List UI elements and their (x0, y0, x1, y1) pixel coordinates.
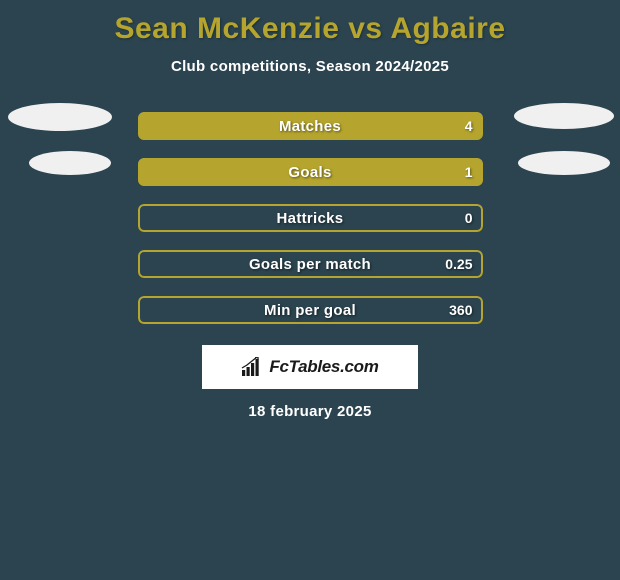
stat-bar: Goals 1 (138, 158, 483, 186)
stat-label: Goals (288, 164, 331, 181)
stat-row: Goals 1 (10, 149, 610, 195)
comparison-subtitle: Club competitions, Season 2024/2025 (0, 58, 620, 75)
fctables-logo-text: FcTables.com (269, 357, 378, 377)
bar-chart-icon (241, 357, 263, 377)
stats-area: Matches 4 Goals 1 Hattricks 0 Goals per match 0… (0, 103, 620, 333)
stat-value-right: 0 (465, 210, 473, 226)
stat-label: Goals per match (249, 256, 371, 273)
stat-bar: Hattricks 0 (138, 204, 483, 232)
stat-value-right: 1 (465, 164, 473, 180)
stat-row: Goals per match 0.25 (10, 241, 610, 287)
stat-bar: Goals per match 0.25 (138, 250, 483, 278)
stat-value-right: 4 (465, 118, 473, 134)
date-label: 18 february 2025 (0, 403, 620, 420)
comparison-title: Sean McKenzie vs Agbaire (0, 0, 620, 46)
stat-row: Matches 4 (10, 103, 610, 149)
stat-bar: Matches 4 (138, 112, 483, 140)
stat-label: Min per goal (264, 302, 356, 319)
stat-value-right: 0.25 (445, 256, 472, 272)
stat-value-right: 360 (449, 302, 472, 318)
stat-bar: Min per goal 360 (138, 296, 483, 324)
stat-row: Hattricks 0 (10, 195, 610, 241)
stat-label: Hattricks (277, 210, 344, 227)
stat-label: Matches (279, 118, 341, 135)
fctables-logo[interactable]: FcTables.com (202, 345, 418, 389)
stat-row: Min per goal 360 (10, 287, 610, 333)
